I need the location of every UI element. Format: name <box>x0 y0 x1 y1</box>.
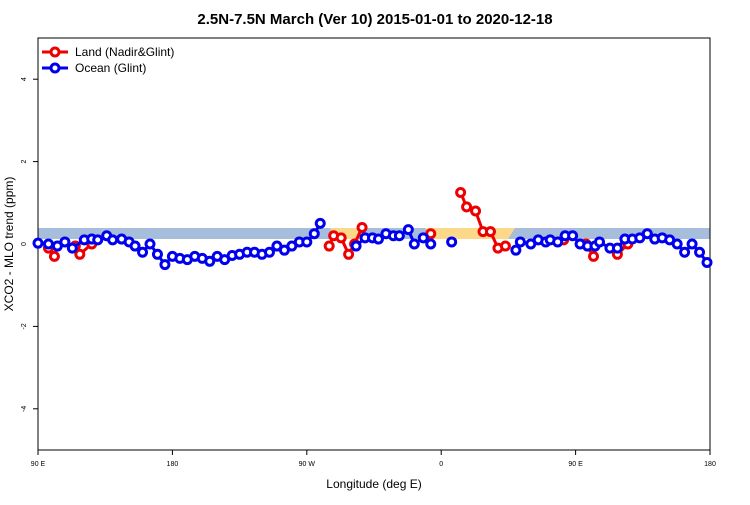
data-point <box>593 236 605 248</box>
data-point <box>343 248 355 260</box>
data-point <box>151 248 163 260</box>
data-point <box>446 236 458 248</box>
x-tick-label: 0 <box>439 461 443 468</box>
data-point <box>42 238 54 250</box>
x-tick-label: 90 E <box>31 461 46 468</box>
y-tick-label: -4 <box>21 406 28 412</box>
y-axis-label: XCO2 - MLO trend (ppm) <box>2 177 16 312</box>
data-point <box>588 250 600 262</box>
data-point <box>461 201 473 213</box>
legend-label: Land (Nadir&Glint) <box>75 45 174 59</box>
data-point <box>402 224 414 236</box>
data-point <box>107 234 119 246</box>
data-point <box>408 238 420 250</box>
x-tick-label: 180 <box>704 461 716 468</box>
data-point <box>356 222 368 234</box>
data-point <box>66 242 78 254</box>
legend-label: Ocean (Glint) <box>75 61 146 75</box>
data-point <box>335 232 347 244</box>
data-point <box>144 238 156 250</box>
data-point <box>484 226 496 238</box>
data-point <box>671 238 683 250</box>
data-point <box>499 240 511 252</box>
series-line <box>459 191 506 250</box>
y-tick-label: 4 <box>21 77 28 81</box>
data-point <box>514 236 526 248</box>
data-point <box>74 248 86 260</box>
data-point <box>308 228 320 240</box>
land-band <box>330 228 515 239</box>
x-tick-label: 180 <box>167 461 179 468</box>
data-point <box>611 242 623 254</box>
data-point <box>417 232 429 244</box>
data-point <box>137 246 149 258</box>
y-tick-label: -2 <box>21 323 28 329</box>
data-point <box>686 238 698 250</box>
data-point <box>263 246 275 258</box>
data-point <box>470 205 482 217</box>
data-point <box>372 233 384 245</box>
data-point <box>159 259 171 271</box>
data-point <box>32 237 44 249</box>
x-tick-label: 90 W <box>299 461 316 468</box>
data-point <box>679 246 691 258</box>
chart-title: 2.5N-7.5N March (Ver 10) 2015-01-01 to 2… <box>197 11 552 28</box>
legend-marker <box>49 46 61 58</box>
data-point <box>510 244 522 256</box>
data-point <box>323 240 335 252</box>
y-tick-label: 0 <box>21 242 28 246</box>
data-point <box>350 240 362 252</box>
data-point <box>701 257 713 269</box>
data-point <box>425 238 437 250</box>
data-point <box>314 217 326 229</box>
data-point <box>204 255 216 267</box>
x-tick-label: 90 E <box>568 461 583 468</box>
data-point <box>393 230 405 242</box>
y-tick-label: 2 <box>21 160 28 164</box>
data-point <box>48 250 60 262</box>
x-axis-label: Longitude (deg E) <box>326 477 421 491</box>
legend-marker <box>49 62 61 74</box>
data-point <box>301 236 313 248</box>
data-point <box>129 240 141 252</box>
data-point <box>59 236 71 248</box>
data-point <box>567 230 579 242</box>
data-point <box>694 246 706 258</box>
data-point <box>552 236 564 248</box>
data-point <box>455 187 467 198</box>
data-point <box>641 228 653 240</box>
data-point <box>92 234 104 246</box>
